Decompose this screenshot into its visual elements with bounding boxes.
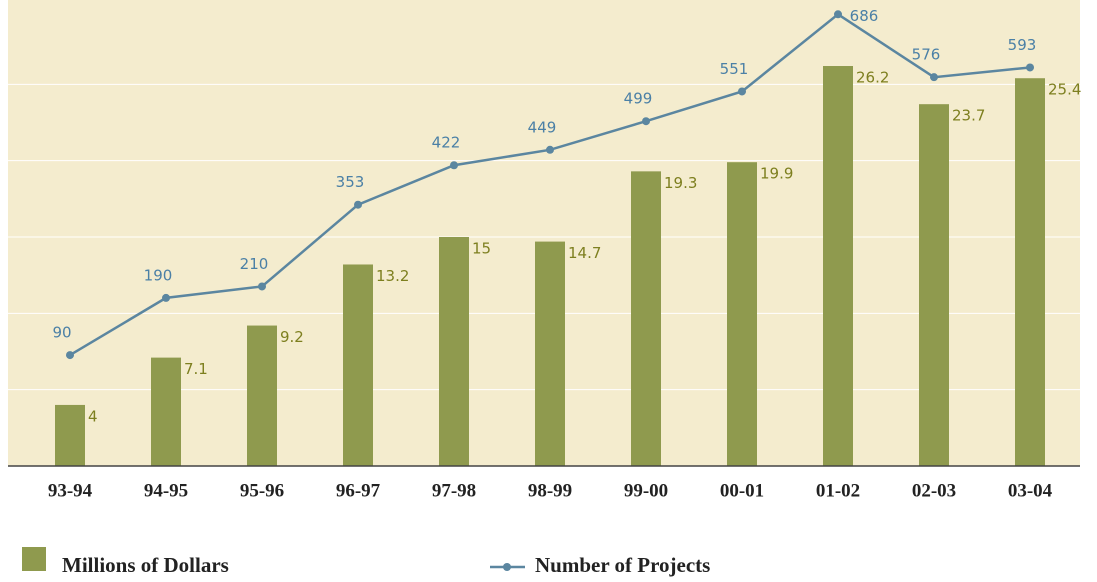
line-point [738,87,746,96]
line-label: 551 [720,60,749,78]
legend-label: Millions of Dollars [62,553,229,577]
line-label: 499 [624,90,653,108]
bar-label: 9.2 [280,328,304,346]
bar-label: 15 [472,240,491,258]
bar [55,404,85,466]
line-label: 190 [144,266,173,284]
bar [823,66,853,466]
line-point [354,200,362,209]
x-tick-label: 99-00 [624,480,668,501]
x-tick-label: 01-02 [816,480,860,501]
bar-label: 13.2 [376,267,409,285]
bar-label: 19.3 [664,174,697,192]
line-point [642,117,650,126]
bar-label: 25.4 [1048,81,1081,99]
x-tick-label: 02-03 [912,480,956,501]
line-point [66,351,74,360]
bar [919,104,949,467]
x-tick-label: 95-96 [240,480,284,501]
line-point [834,10,842,19]
bar-label: 7.1 [184,360,208,378]
legend-swatch [22,547,46,571]
line-point [162,293,170,302]
bar [247,325,277,466]
bar-label: 19.9 [760,165,793,183]
bar [1015,78,1045,466]
line-label: 90 [52,324,71,342]
x-tick-label: 94-95 [144,480,188,501]
line-label: 576 [912,46,941,64]
x-tick-label: 03-04 [1008,480,1053,501]
line-label: 353 [336,173,365,191]
line-label: 449 [528,118,557,136]
line-label: 593 [1008,36,1037,54]
x-tick-label: 97-98 [432,480,476,501]
x-tick-label: 96-97 [336,480,381,501]
bar [439,237,469,466]
bar [631,171,661,466]
line-label: 422 [432,134,461,152]
bar-label: 4 [88,407,98,425]
x-tick-label: 98-99 [528,480,572,501]
line-point [258,282,266,291]
legend-label: Number of Projects [535,553,710,577]
line-point [930,73,938,82]
line-label: 686 [850,7,879,25]
bar [343,264,373,466]
legend-marker [503,563,511,571]
plot: 93-94 94-95 95-96 96-97 97-98 98-99 99-00 00-01… [8,7,1081,501]
x-tick-label: 00-01 [720,480,764,501]
bar [727,162,757,466]
bar-label: 14.7 [568,244,601,262]
bar-label: 26.2 [856,69,889,87]
line-point [1026,63,1034,72]
line-point [450,161,458,170]
line-point [546,145,554,154]
line-label: 210 [240,255,269,273]
bar-label: 23.7 [952,107,985,125]
bar [535,241,565,466]
bar [151,357,181,466]
x-tick-label: 93-94 [48,480,93,501]
